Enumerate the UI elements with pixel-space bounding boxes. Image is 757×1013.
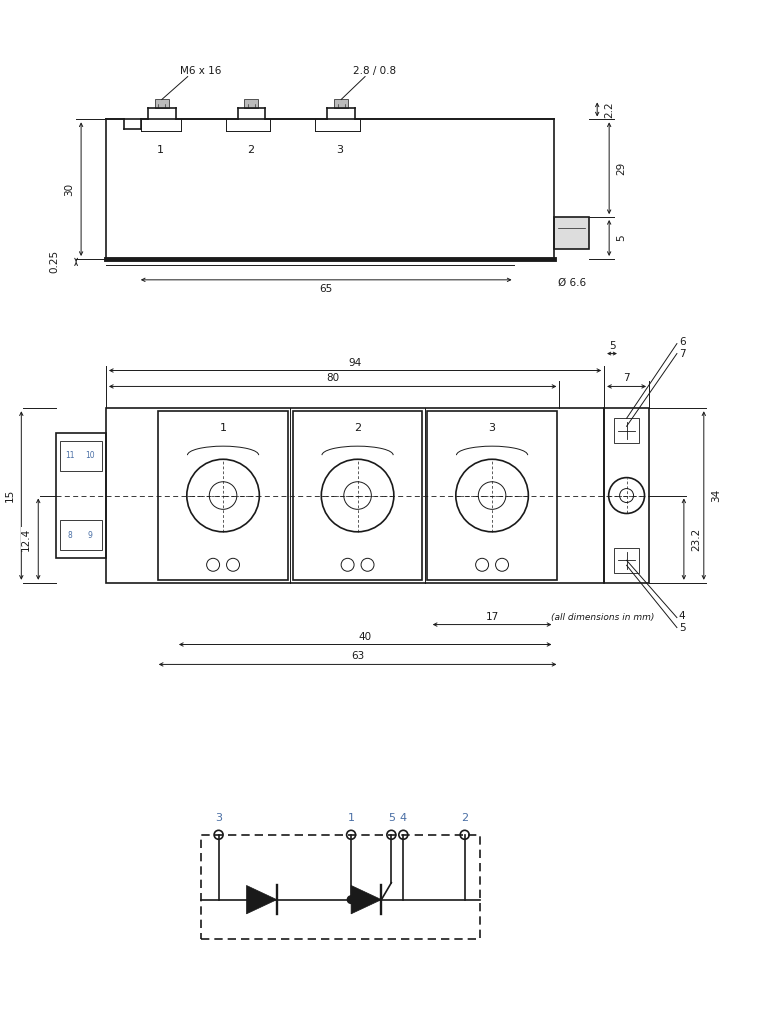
Text: 63: 63 (351, 651, 364, 661)
Polygon shape (247, 885, 277, 914)
Text: 4: 4 (400, 812, 407, 823)
Bar (614, 418, 639, 444)
Text: 15: 15 (5, 489, 14, 502)
Text: 7: 7 (623, 374, 630, 384)
Bar (60, 521, 102, 550)
Text: 11: 11 (65, 451, 75, 460)
Text: 2.8 / 0.8: 2.8 / 0.8 (354, 66, 397, 76)
Text: 1: 1 (220, 423, 226, 434)
Text: 9: 9 (88, 531, 92, 540)
Text: 30: 30 (64, 182, 74, 196)
Bar (201, 835, 480, 939)
Text: 5: 5 (388, 812, 395, 823)
Bar (614, 548, 639, 572)
Text: 2: 2 (354, 423, 361, 434)
Text: 1: 1 (347, 812, 354, 823)
Bar (334, 99, 348, 108)
Text: 2: 2 (247, 145, 254, 155)
Text: 5: 5 (679, 623, 686, 632)
Bar (604, 408, 649, 582)
Text: 3: 3 (488, 423, 496, 434)
Text: 2: 2 (461, 812, 469, 823)
Text: 65: 65 (319, 284, 333, 294)
Bar (427, 411, 557, 579)
Text: 80: 80 (326, 374, 339, 384)
Bar (60, 441, 102, 471)
Text: 3: 3 (337, 145, 344, 155)
Text: 2.2: 2.2 (604, 101, 614, 118)
Bar (56, 433, 106, 558)
Text: 40: 40 (359, 631, 372, 641)
Circle shape (347, 895, 355, 904)
Polygon shape (351, 885, 382, 914)
Text: 1: 1 (157, 145, 164, 155)
Text: (all dimensions in mm): (all dimensions in mm) (550, 613, 654, 622)
Text: 10: 10 (86, 451, 95, 460)
Text: 0.25: 0.25 (49, 250, 59, 274)
Text: 94: 94 (348, 358, 362, 368)
Bar (293, 411, 422, 579)
Text: M6 x 16: M6 x 16 (180, 66, 221, 76)
Bar (106, 408, 604, 582)
Text: 8: 8 (68, 531, 73, 540)
Text: 17: 17 (485, 612, 499, 622)
Text: 23.2: 23.2 (691, 528, 701, 551)
Bar (158, 411, 288, 579)
Text: 6: 6 (679, 336, 686, 346)
Text: 5: 5 (616, 235, 626, 241)
Text: Ø 6.6: Ø 6.6 (558, 278, 586, 288)
Bar (155, 99, 169, 108)
Text: 4: 4 (679, 611, 686, 621)
Text: 29: 29 (616, 162, 626, 175)
Bar (245, 99, 258, 108)
Bar (554, 217, 589, 249)
Text: 34: 34 (711, 489, 721, 502)
Text: 12.4: 12.4 (21, 528, 31, 551)
Text: 7: 7 (679, 348, 686, 359)
Text: 5: 5 (609, 340, 615, 350)
Text: 3: 3 (215, 812, 222, 823)
